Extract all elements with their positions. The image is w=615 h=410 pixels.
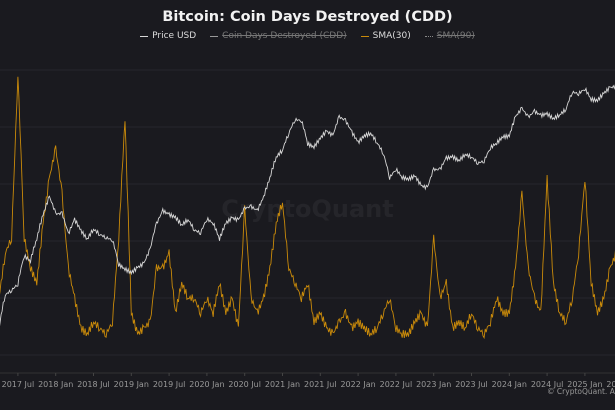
x-tick-label: 2022 Jan (340, 380, 375, 389)
legend-label: Coin Days Destroyed (CDD) (222, 31, 347, 41)
x-tick-label: 2018 Jan (38, 380, 73, 389)
x-tick-label: 2020 Jul (228, 380, 261, 389)
legend-price-usd[interactable]: Price USD (140, 31, 196, 41)
legend-cdd[interactable]: Coin Days Destroyed (CDD) (210, 31, 347, 41)
x-tick-label: 2025 Jul (606, 380, 615, 389)
x-tick-label: 2021 Jul (304, 380, 337, 389)
x-tick-label: 2017 Jul (2, 380, 35, 389)
x-tick-label: 2024 Jul (531, 380, 564, 389)
x-tick-label: 2019 Jan (114, 380, 149, 389)
x-tick-label: 2023 Jul (455, 380, 488, 389)
x-tick-label: 2021 Jan (265, 380, 300, 389)
x-tick-label: 2020 Jan (189, 380, 224, 389)
legend-sma30[interactable]: SMA(30) (360, 31, 411, 41)
series-sma30-line (0, 76, 615, 340)
x-tick-label: 2019 Jul (153, 380, 186, 389)
legend-label: SMA(30) (372, 31, 411, 41)
series-price-usd-line (0, 83, 615, 327)
watermark: CryptoQuant (221, 195, 394, 223)
legend-sma90[interactable]: SMA(90) (424, 31, 475, 41)
x-tick-label: 2023 Jan (416, 380, 451, 389)
x-tick-label: 2022 Jul (380, 380, 413, 389)
legend-label: Price USD (152, 31, 197, 41)
x-tick-label: 2018 Jul (77, 380, 110, 389)
legend: Price USD Coin Days Destroyed (CDD) SMA(… (0, 31, 615, 41)
chart-title: Bitcoin: Coin Days Destroyed (CDD) (162, 9, 453, 25)
legend-label: SMA(90) (436, 31, 475, 41)
x-tick-label: 2025 Jan (567, 380, 602, 389)
x-tick-label: 2024 Jan (492, 380, 527, 389)
copyright: © CryptoQuant. All (547, 387, 615, 396)
